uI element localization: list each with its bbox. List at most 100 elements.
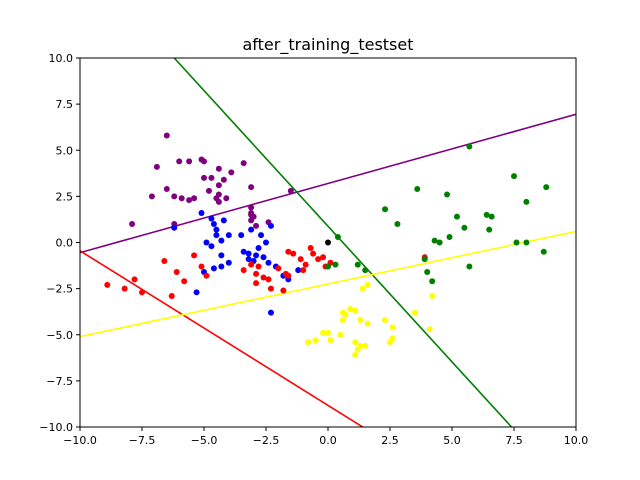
data-point bbox=[429, 293, 436, 300]
data-point bbox=[337, 331, 344, 338]
data-point bbox=[186, 158, 193, 165]
data-point bbox=[421, 256, 428, 263]
data-point bbox=[265, 259, 272, 266]
data-point bbox=[248, 211, 255, 218]
data-point bbox=[248, 204, 255, 211]
data-point bbox=[240, 267, 247, 274]
data-point bbox=[181, 278, 188, 285]
data-point bbox=[220, 217, 227, 224]
data-point bbox=[178, 195, 185, 202]
data-point bbox=[446, 233, 453, 240]
data-point bbox=[225, 259, 232, 266]
data-point bbox=[523, 198, 530, 205]
data-point bbox=[315, 256, 322, 263]
data-point bbox=[104, 281, 111, 288]
boundary-line-0 bbox=[80, 113, 576, 254]
data-point bbox=[513, 239, 520, 246]
data-point bbox=[131, 276, 138, 283]
data-point bbox=[352, 339, 359, 346]
data-point bbox=[139, 289, 145, 296]
data-point bbox=[275, 265, 282, 272]
data-point bbox=[225, 232, 232, 239]
boundary-line-3 bbox=[80, 230, 576, 338]
x-axis: −10.0 −7.5 −5.0 −2.5 0.0 2.5 5.0 7.5 10.0 bbox=[63, 427, 588, 447]
data-point bbox=[382, 206, 389, 213]
x-tick-label: −10.0 bbox=[63, 434, 97, 447]
data-point bbox=[215, 165, 222, 172]
data-point bbox=[387, 339, 393, 346]
data-point bbox=[228, 169, 235, 176]
data-point bbox=[260, 274, 267, 281]
data-point bbox=[382, 316, 389, 323]
data-point bbox=[213, 195, 220, 202]
data-point bbox=[320, 329, 327, 336]
data-point bbox=[253, 270, 260, 277]
data-point bbox=[327, 337, 334, 344]
data-point bbox=[334, 233, 341, 240]
data-point bbox=[325, 329, 331, 336]
data-point bbox=[255, 245, 262, 252]
data-point bbox=[280, 287, 287, 294]
chart-title: after_training_testset bbox=[242, 35, 413, 55]
y-tick-label: 0.0 bbox=[56, 237, 74, 250]
data-point bbox=[339, 309, 346, 316]
data-point bbox=[213, 226, 220, 233]
data-point bbox=[414, 185, 421, 192]
data-point bbox=[364, 320, 371, 327]
data-point bbox=[201, 158, 207, 165]
data-points bbox=[104, 132, 550, 359]
data-point bbox=[429, 278, 436, 285]
data-point bbox=[245, 250, 252, 257]
data-point bbox=[453, 213, 460, 220]
data-point bbox=[285, 248, 292, 255]
data-point bbox=[220, 176, 227, 183]
data-point bbox=[424, 269, 431, 276]
data-point bbox=[290, 250, 297, 257]
data-point bbox=[213, 232, 220, 239]
data-point bbox=[267, 285, 274, 292]
data-point bbox=[191, 252, 198, 259]
boundary-line-2 bbox=[80, 250, 364, 427]
data-point bbox=[461, 224, 468, 231]
data-point bbox=[208, 174, 215, 181]
data-point bbox=[245, 256, 252, 263]
data-point bbox=[173, 269, 180, 276]
data-point bbox=[523, 239, 530, 246]
data-point bbox=[176, 158, 183, 165]
data-point bbox=[161, 257, 168, 264]
data-point bbox=[287, 187, 294, 194]
data-point bbox=[302, 261, 309, 268]
data-point bbox=[148, 193, 155, 200]
data-point bbox=[186, 197, 193, 204]
x-tick-label: 0.0 bbox=[319, 434, 337, 447]
data-point bbox=[198, 209, 205, 216]
x-tick-label: −5.0 bbox=[191, 434, 218, 447]
data-point bbox=[193, 289, 200, 296]
data-point bbox=[153, 163, 160, 170]
data-point bbox=[255, 263, 262, 270]
data-point bbox=[129, 221, 136, 228]
data-point bbox=[354, 346, 361, 353]
x-tick-label: −2.5 bbox=[253, 434, 280, 447]
data-point bbox=[362, 342, 369, 349]
data-point bbox=[253, 280, 260, 287]
data-point bbox=[121, 285, 128, 292]
x-tick-label: 10.0 bbox=[564, 434, 589, 447]
data-point bbox=[488, 213, 495, 220]
data-point bbox=[394, 221, 401, 228]
data-point bbox=[240, 160, 247, 167]
data-point bbox=[543, 184, 550, 191]
y-tick-label: −2.5 bbox=[46, 283, 73, 296]
data-point bbox=[168, 293, 175, 300]
data-point bbox=[511, 173, 517, 180]
data-point bbox=[248, 261, 255, 268]
boundary-line-1 bbox=[173, 58, 513, 427]
x-tick-label: 2.5 bbox=[381, 434, 399, 447]
data-point bbox=[263, 239, 269, 246]
data-point bbox=[362, 267, 369, 274]
data-point bbox=[325, 263, 331, 270]
data-point bbox=[248, 226, 255, 233]
y-tick-label: 5.0 bbox=[56, 144, 74, 157]
